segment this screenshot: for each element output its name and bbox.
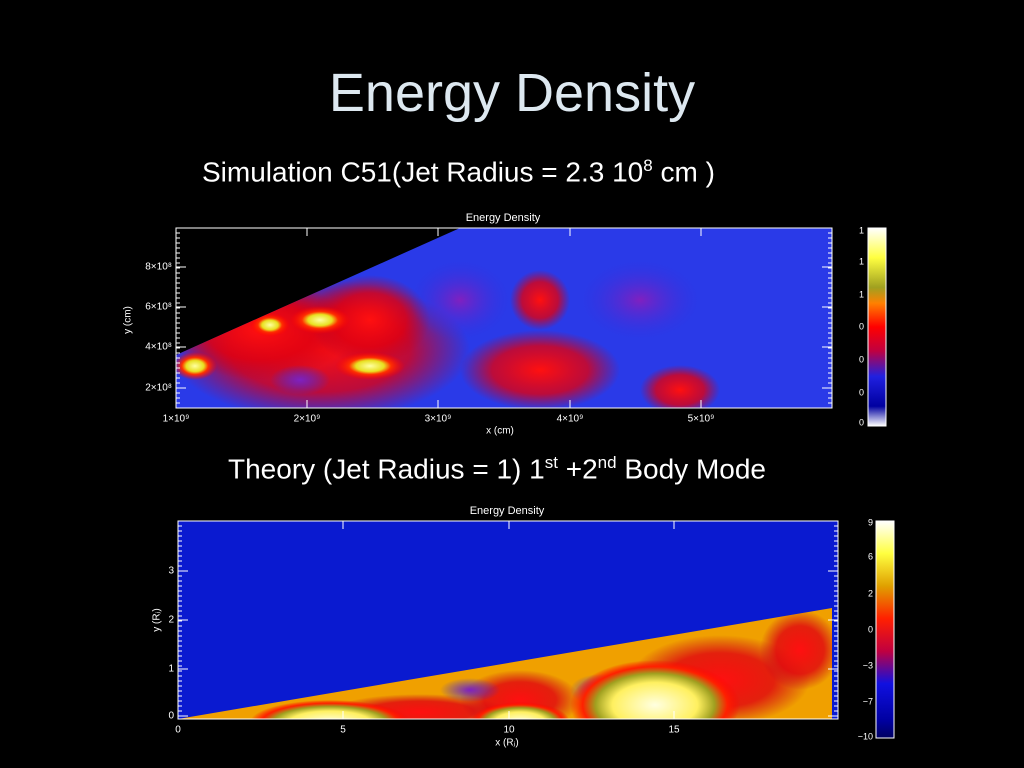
x-tick-label: 5 <box>340 725 346 736</box>
plot-title: Energy Density <box>466 212 541 224</box>
x-tick-label: 4×10⁹ <box>557 414 584 425</box>
y-tick-label: 4×10⁸ <box>145 342 172 353</box>
colorbar-label: 1 <box>859 289 864 299</box>
y-tick-label: 1 <box>168 664 174 675</box>
heatmap <box>177 520 895 739</box>
y-axis-label: y (Rⱼ) <box>152 608 163 631</box>
y-tick-label: 3 <box>168 566 174 577</box>
y-tick-label: 8×10⁸ <box>145 262 172 273</box>
colorbar-label: 9 <box>868 517 873 527</box>
colorbar-label: −10 <box>858 731 873 741</box>
plot-title: Energy Density <box>470 505 545 517</box>
caption-part: Body Mode <box>616 453 766 485</box>
x-tick-label: 1×10⁹ <box>163 414 190 425</box>
colorbar-label: 0 <box>859 417 864 427</box>
y-tick-label: 2×10⁸ <box>145 383 172 394</box>
caption: Simulation C51(Jet Radius = 2.3 108 cm ) <box>202 156 715 188</box>
caption-part: +2 <box>557 453 598 485</box>
caption-part: 8 <box>643 156 653 175</box>
x-tick-label: 15 <box>668 725 680 736</box>
y-tick-label: 2 <box>168 615 174 626</box>
caption-part: nd <box>597 453 617 472</box>
y-axis-label: y (cm) <box>123 306 134 334</box>
caption: Theory (Jet Radius = 1) 1st +2nd Body Mo… <box>228 453 766 485</box>
colorbar-label: 0 <box>859 354 864 364</box>
caption-part: Theory (Jet Radius = 1) 1 <box>228 453 545 485</box>
colorbar-label: 2 <box>868 588 873 598</box>
colorbar-label: 0 <box>859 387 864 397</box>
colorbar-label: 1 <box>859 225 864 235</box>
y-tick-label: 6×10⁸ <box>145 302 172 313</box>
caption-part: st <box>544 453 558 472</box>
x-tick-label: 3×10⁹ <box>425 414 452 425</box>
x-tick-label: 0 <box>175 725 181 736</box>
slide-title: Energy Density <box>328 63 696 123</box>
x-axis-label: x (cm) <box>486 426 514 437</box>
x-tick-label: 2×10⁹ <box>294 414 321 425</box>
colorbar-label: 1 <box>859 256 864 266</box>
colorbar-label: 0 <box>859 321 864 331</box>
caption-part: Simulation C51(Jet Radius = 2.3 10 <box>202 156 644 188</box>
colorbar-label: −3 <box>863 660 873 670</box>
heatmap <box>175 227 887 427</box>
colorbar-label: −7 <box>863 696 873 706</box>
caption-part: cm ) <box>652 156 715 188</box>
x-tick-label: 5×10⁹ <box>688 414 715 425</box>
y-tick-label: 0 <box>168 711 174 722</box>
x-axis-label: x (Rⱼ) <box>495 738 518 749</box>
colorbar-label: 0 <box>868 624 873 634</box>
x-tick-label: 10 <box>503 725 515 736</box>
colorbar-label: 6 <box>868 551 873 561</box>
